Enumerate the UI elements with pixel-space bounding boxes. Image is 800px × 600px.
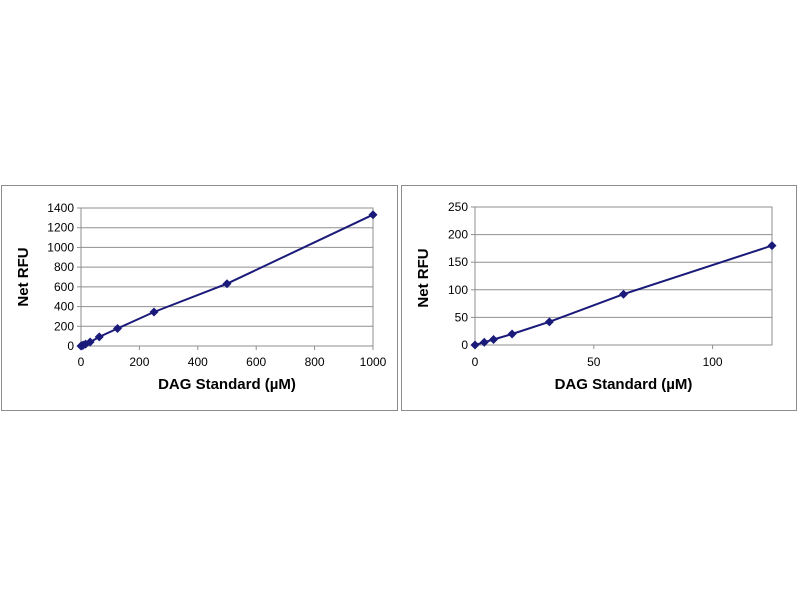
y-tick-label: 50 bbox=[455, 310, 469, 324]
data-point-diamond bbox=[619, 289, 628, 299]
y-tick-label: 800 bbox=[54, 260, 74, 274]
data-point-diamond bbox=[368, 210, 378, 220]
x-tick-label: 600 bbox=[246, 355, 266, 369]
data-point-diamond bbox=[489, 334, 499, 344]
data-point-diamond bbox=[94, 332, 104, 342]
x-tick-label: 1000 bbox=[360, 355, 387, 369]
y-tick-label: 1400 bbox=[47, 201, 74, 215]
x-tick-label: 200 bbox=[129, 355, 149, 369]
x-tick-label: 0 bbox=[472, 355, 479, 369]
data-point-diamond bbox=[767, 241, 777, 251]
y-tick-label: 100 bbox=[448, 283, 468, 297]
chart-panel-left: 0 200 400 600 800 1000 1200 1400 0 200 400 600 800 10… bbox=[1, 185, 398, 411]
data-point-diamond bbox=[479, 337, 489, 347]
x-axis-title: DAG Standard (µM) bbox=[158, 376, 296, 393]
y-tick-label: 600 bbox=[54, 280, 74, 294]
plot-area bbox=[474, 206, 773, 346]
data-point-diamond bbox=[507, 329, 517, 339]
y-axis-title: Net RFU bbox=[415, 248, 432, 307]
y-tick-label: 200 bbox=[448, 228, 468, 242]
x-tick-label: 400 bbox=[188, 355, 208, 369]
data-point-diamond bbox=[544, 317, 554, 327]
x-tick-label: 0 bbox=[78, 355, 85, 369]
data-point-diamond bbox=[149, 307, 159, 317]
y-tick-label: 250 bbox=[448, 200, 468, 214]
y-tick-label: 1000 bbox=[47, 240, 74, 254]
chart-left: 0 200 400 600 800 1000 1200 1400 0 200 400 600 800 10… bbox=[15, 201, 387, 393]
y-tick-label: 1200 bbox=[47, 221, 74, 235]
data-point-diamond bbox=[85, 337, 95, 347]
chart-panel-right: 0 50 100 150 200 250 0 50 100 Net RFU DAG Standard… bbox=[401, 185, 797, 411]
data-point-diamond bbox=[222, 279, 232, 289]
x-tick-label: 50 bbox=[587, 355, 601, 369]
x-tick-label: 100 bbox=[703, 355, 723, 369]
y-tick-label: 200 bbox=[54, 319, 74, 333]
y-tick-label: 150 bbox=[448, 255, 468, 269]
y-axis-title: Net RFU bbox=[15, 247, 32, 306]
y-tick-label: 0 bbox=[67, 339, 74, 353]
x-tick-label: 800 bbox=[305, 355, 325, 369]
y-tick-label: 0 bbox=[461, 338, 468, 352]
chart-right: 0 50 100 150 200 250 0 50 100 Net RFU DAG Standard… bbox=[415, 200, 777, 393]
plot-area bbox=[80, 207, 374, 347]
x-axis-title: DAG Standard (µM) bbox=[555, 376, 693, 393]
data-point-diamond bbox=[113, 323, 122, 333]
y-tick-label: 400 bbox=[54, 300, 74, 314]
data-point-diamond bbox=[470, 340, 480, 350]
